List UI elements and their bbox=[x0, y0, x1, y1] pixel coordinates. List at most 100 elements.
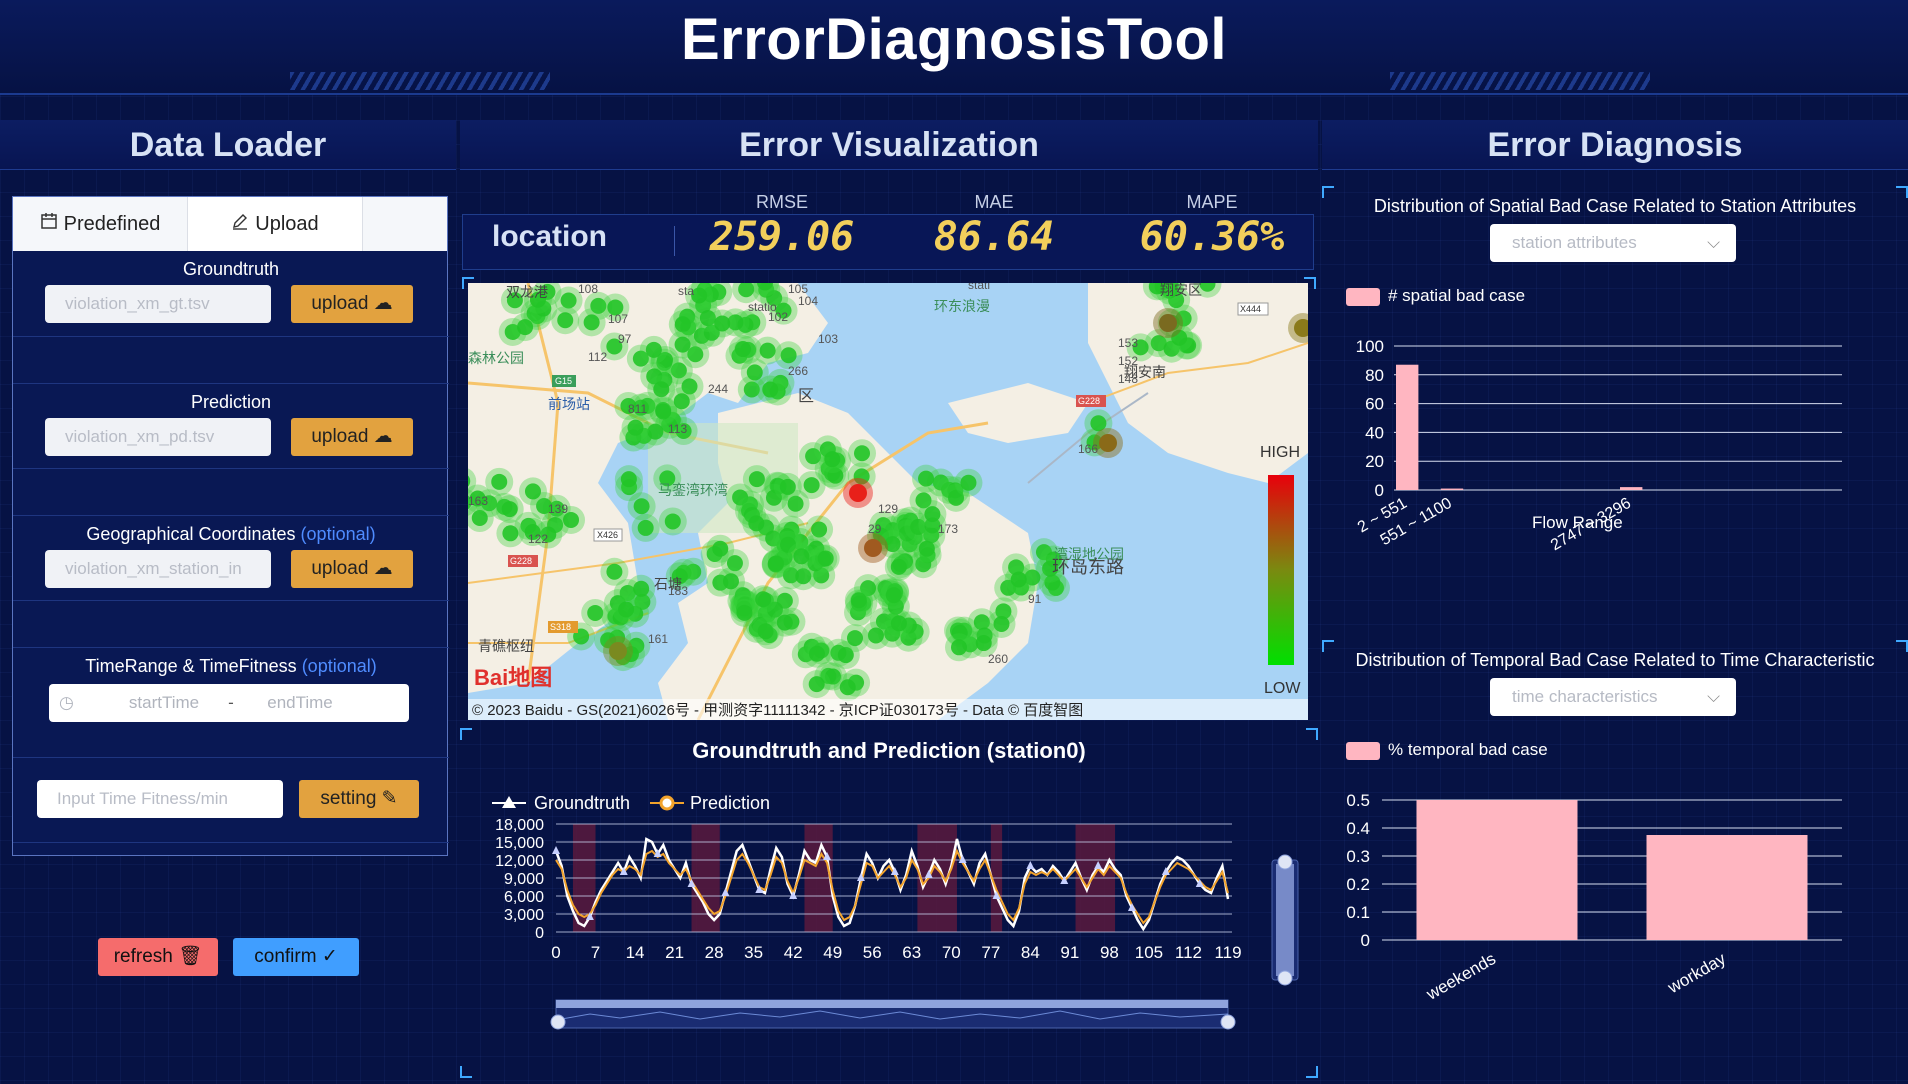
station-marker bbox=[714, 315, 731, 332]
tab-upload-label: Upload bbox=[255, 212, 319, 235]
spatial-bar bbox=[1620, 487, 1643, 490]
spatial-legend-label[interactable]: # spatial bad case bbox=[1388, 286, 1526, 305]
map-place-labels: 双龙港 环东浪漫 翔安区 森林公园 前场站 马銮湾环湾 石塘 青礁枢纽 翔安南 … bbox=[468, 283, 1202, 654]
start-time-input[interactable]: startTime bbox=[128, 693, 200, 712]
high-error-station-marker bbox=[849, 484, 867, 502]
map-attribution: © 2023 Baidu - GS(2021)6026号 - 甲测资字11111… bbox=[472, 701, 1083, 719]
station-marker bbox=[657, 351, 674, 368]
high-error-station-marker bbox=[1099, 434, 1117, 452]
temporal-bar-chart[interactable]: 0 0.1 0.2 0.3 0.4 0.5 weekends workday bbox=[1322, 640, 1908, 1080]
station-label: 183 bbox=[668, 584, 688, 598]
station-marker bbox=[915, 492, 932, 509]
station-marker bbox=[647, 423, 664, 440]
station-label: 113 bbox=[668, 422, 687, 436]
station-marker bbox=[803, 477, 820, 494]
y-tick-label: 18,000 bbox=[495, 817, 544, 834]
dropdown-value: time characteristics bbox=[1512, 687, 1658, 706]
y-tick-label: 0 bbox=[1361, 931, 1370, 950]
legend-high-label: HIGH bbox=[1260, 444, 1300, 461]
value-zoom-top-handle[interactable] bbox=[1277, 854, 1293, 870]
station-marker bbox=[524, 483, 541, 500]
y-tick-label: 3,000 bbox=[504, 907, 544, 924]
divider bbox=[674, 226, 675, 256]
geo-file-input[interactable]: violation_xm_station_in bbox=[45, 550, 271, 588]
station-error-map[interactable]: sta statio stati 105 104 102 107 103 97 112 266 811… bbox=[468, 283, 1308, 720]
temporal-legend-swatch[interactable] bbox=[1346, 742, 1380, 760]
temporal-legend-label[interactable]: % temporal bad case bbox=[1388, 740, 1548, 759]
station-label: 173 bbox=[938, 522, 958, 536]
time-separator: - bbox=[228, 693, 234, 712]
groundtruth-row: Groundtruth violation_xm_gt.tsv upload ☁ bbox=[13, 251, 449, 337]
station-marker bbox=[973, 614, 990, 631]
station-marker bbox=[1090, 415, 1107, 432]
station-marker bbox=[795, 568, 812, 585]
timeseries-legend[interactable]: Groundtruth Prediction bbox=[492, 793, 770, 813]
station-marker bbox=[674, 316, 691, 333]
station-label: stati bbox=[968, 283, 990, 292]
confirm-button-label: confirm bbox=[254, 946, 317, 967]
map-place-label: 翔安南 bbox=[1124, 364, 1166, 380]
station-marker bbox=[671, 568, 688, 585]
triangle-marker-icon bbox=[502, 796, 516, 808]
value-zoom-range[interactable] bbox=[1276, 864, 1294, 976]
station-label: 148 bbox=[1118, 372, 1138, 386]
value-zoom-bottom-handle[interactable] bbox=[1277, 970, 1293, 986]
station-label: 112 bbox=[588, 350, 607, 364]
temporal-chart-title: Distribution of Temporal Bad Case Relate… bbox=[1355, 650, 1875, 670]
station-marker bbox=[805, 448, 822, 465]
refresh-button[interactable]: refresh 🗑 bbox=[98, 938, 218, 976]
geo-upload-button[interactable]: upload ☁ bbox=[291, 550, 413, 588]
map-place-label: 前场站 bbox=[548, 396, 590, 412]
groundtruth-upload-button[interactable]: upload ☁ bbox=[291, 285, 413, 323]
groundtruth-point bbox=[687, 879, 696, 887]
end-time-input[interactable]: endTime bbox=[267, 693, 333, 712]
timeseries-chart[interactable]: Groundtruth Prediction 18,00015,00012,00… bbox=[460, 728, 1318, 1078]
setting-button[interactable]: setting ✎ bbox=[299, 780, 419, 818]
station-marker bbox=[620, 397, 637, 414]
groundtruth-point bbox=[789, 891, 798, 899]
station-label: 105 bbox=[788, 283, 808, 296]
tab-upload[interactable]: Upload bbox=[188, 197, 363, 251]
station-marker bbox=[736, 604, 753, 621]
time-range-picker[interactable]: ◷ startTime - endTime bbox=[49, 684, 409, 722]
time-characteristics-dropdown[interactable]: time characteristics ⌵ bbox=[1490, 678, 1736, 716]
station-marker bbox=[975, 635, 992, 652]
prediction-upload-button[interactable]: upload ☁ bbox=[291, 418, 413, 456]
tab-predefined[interactable]: Predefined bbox=[13, 197, 188, 251]
time-fitness-row: Input Time Fitness/min setting ✎ bbox=[13, 757, 449, 843]
time-label: TimeRange & TimeFitness (optional) bbox=[13, 648, 449, 677]
spatial-legend-swatch[interactable] bbox=[1346, 288, 1380, 306]
zoom-right-handle[interactable] bbox=[1220, 1014, 1236, 1030]
station-attributes-dropdown[interactable]: station attributes ⌵ bbox=[1490, 224, 1736, 262]
station-marker bbox=[722, 573, 739, 590]
station-marker bbox=[587, 604, 604, 621]
y-tick-label: 0.4 bbox=[1346, 819, 1370, 838]
zoom-left-handle[interactable] bbox=[550, 1014, 566, 1030]
station-marker bbox=[633, 498, 650, 515]
station-marker bbox=[726, 555, 743, 572]
confirm-button[interactable]: confirm ✓ bbox=[233, 938, 359, 976]
highway-shield: X444 bbox=[1240, 304, 1261, 314]
x-tick-label: 14 bbox=[626, 943, 645, 962]
timeseries-title: Groundtruth and Prediction (station0) bbox=[692, 738, 1086, 763]
station-marker bbox=[712, 540, 729, 557]
station-marker bbox=[468, 475, 471, 487]
station-marker bbox=[653, 381, 670, 398]
y-tick-label: 80 bbox=[1365, 366, 1384, 385]
time-fitness-input[interactable]: Input Time Fitness/min bbox=[37, 780, 283, 818]
station-marker bbox=[867, 627, 884, 644]
zoom-range-bar[interactable] bbox=[556, 1000, 1228, 1008]
station-marker bbox=[637, 519, 654, 536]
station-marker bbox=[776, 614, 793, 631]
chevron-down-icon: ⌵ bbox=[1707, 233, 1720, 252]
prediction-file-input[interactable]: violation_xm_pd.tsv bbox=[45, 418, 271, 456]
legend-groundtruth: Groundtruth bbox=[534, 793, 630, 813]
groundtruth-line bbox=[554, 837, 1230, 932]
mape-value: 60.36% bbox=[1139, 214, 1285, 260]
x-tick-label: 77 bbox=[981, 943, 1000, 962]
prediction-row: Prediction violation_xm_pd.tsv upload ☁ bbox=[13, 383, 449, 469]
groundtruth-file-input[interactable]: violation_xm_gt.tsv bbox=[45, 285, 271, 323]
